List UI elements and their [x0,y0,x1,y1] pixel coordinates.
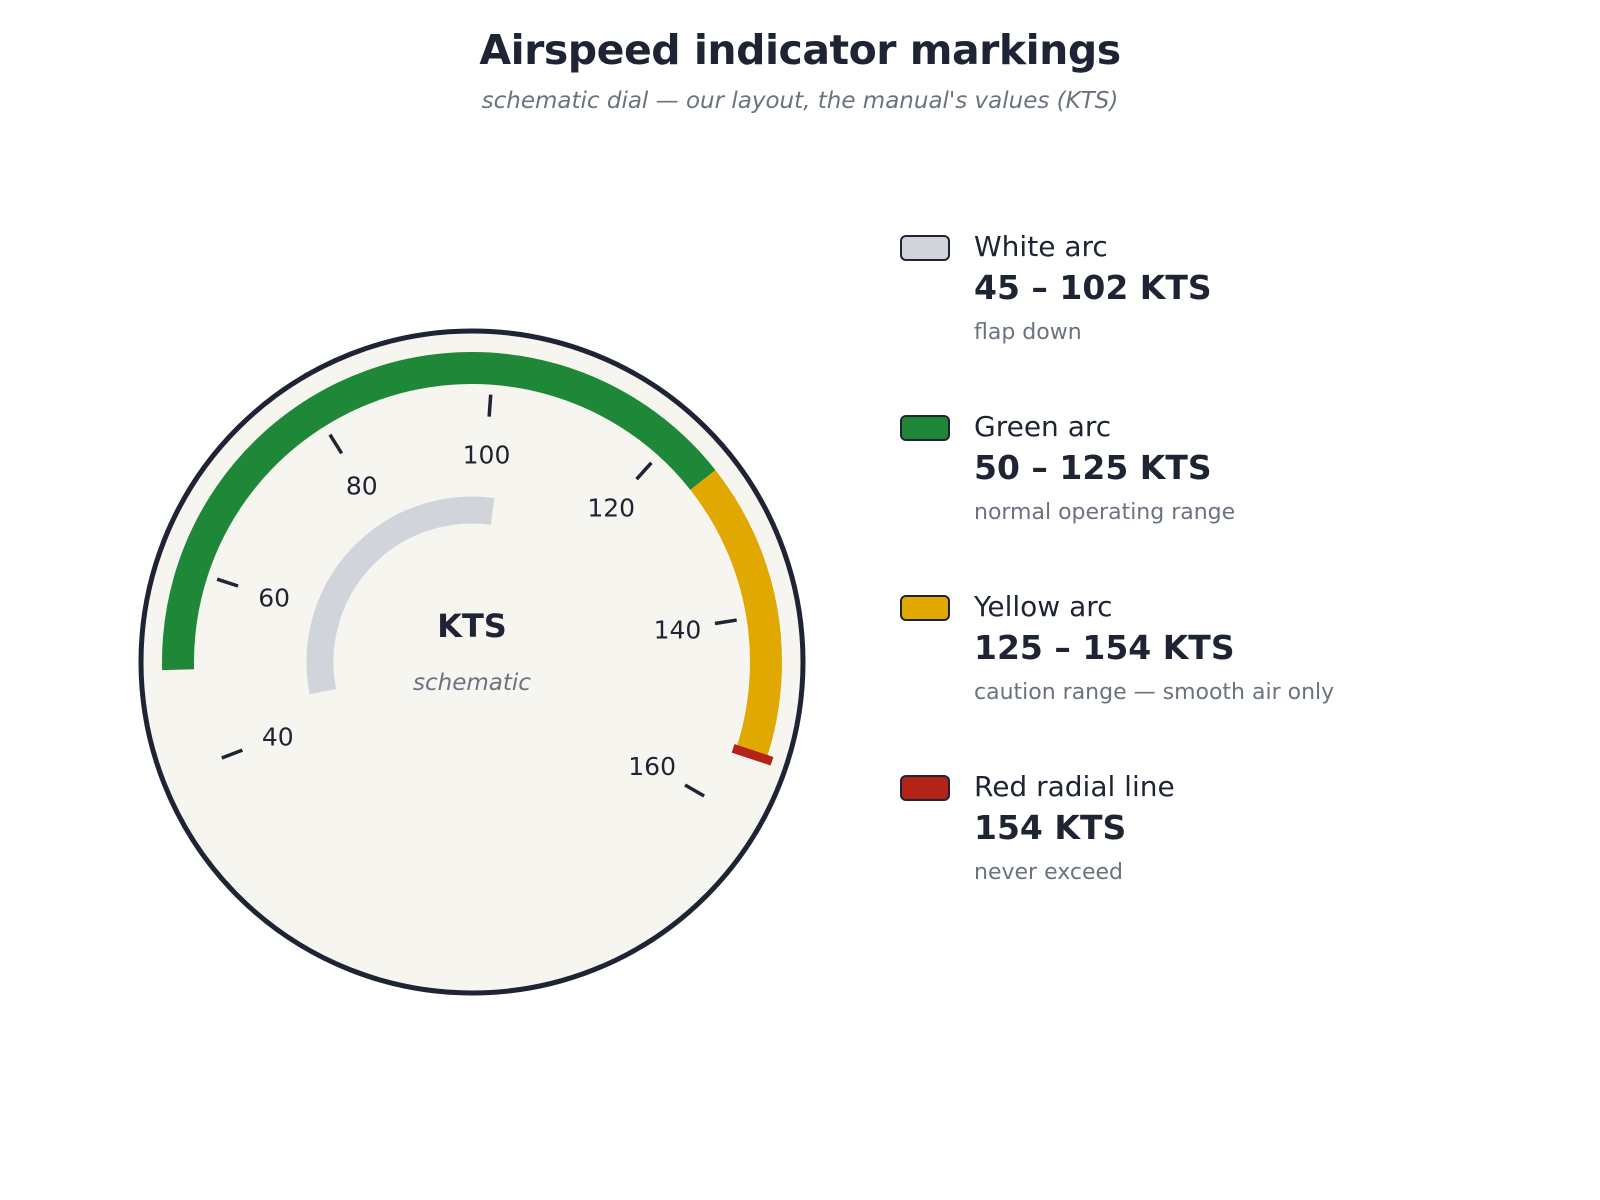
tick-label-40: 40 [262,723,294,752]
red-line-swatch [900,775,950,801]
tick-label-140: 140 [654,615,702,644]
tick-mark-60 [216,577,239,588]
legend-range: 125 – 154 KTS [974,628,1235,667]
tick-mark-120 [635,461,653,481]
legend-note: normal operating range [974,500,1236,525]
legend-name: White arc [974,230,1108,263]
legend-item-red-line: Red radial line 154 KTS never exceed [900,766,1460,946]
yellow-arc-swatch [900,595,950,621]
legend: White arc 45 – 102 KTS flap down Green a… [900,226,1460,946]
tick-labels-layer: 40 60 80 100 120 140 160 [258,441,701,781]
legend-range: 154 KTS [974,808,1127,847]
legend-range: 50 – 125 KTS [974,448,1212,487]
legend-item-yellow-arc: Yellow arc 125 – 154 KTS caution range —… [900,586,1460,766]
legend-name: Yellow arc [974,590,1113,623]
tick-label-60: 60 [258,584,290,613]
legend-name: Green arc [974,410,1112,443]
legend-range: 45 – 102 KTS [974,268,1212,307]
legend-note: never exceed [974,860,1123,885]
green-arc-swatch [900,415,950,441]
legend-note: flap down [974,320,1082,345]
tick-mark-140 [714,618,737,626]
ticks-layer [216,394,737,798]
legend-note: caution range — smooth air only [974,680,1335,705]
page-subtitle: schematic dial — our layout, the manual'… [481,88,1119,114]
tick-mark-80 [328,433,344,455]
tick-label-160: 160 [628,752,676,781]
tick-label-100: 100 [463,441,511,470]
page-title: Airspeed indicator markings [479,26,1121,74]
legend-item-green-arc: Green arc 50 – 125 KTS normal operating … [900,406,1460,586]
tick-label-120: 120 [587,493,635,522]
white-arc [306,496,495,695]
arcs-layer [162,352,782,766]
airspeed-dial: 40 60 80 100 120 140 160 KTS schematic [138,328,806,996]
tick-mark-100 [487,394,493,417]
tick-mark-40 [221,748,243,760]
yellow-arc [690,470,782,760]
tick-label-80: 80 [346,472,378,501]
legend-name: Red radial line [974,770,1175,803]
dial-caption: schematic [413,670,531,696]
dial-unit-label: KTS [437,607,507,645]
dial-face [138,328,806,996]
white-arc-swatch [900,235,950,261]
legend-item-white-arc: White arc 45 – 102 KTS flap down [900,226,1460,406]
tick-mark-160 [684,783,705,798]
red-radial-line [731,744,774,766]
green-arc [162,352,716,671]
